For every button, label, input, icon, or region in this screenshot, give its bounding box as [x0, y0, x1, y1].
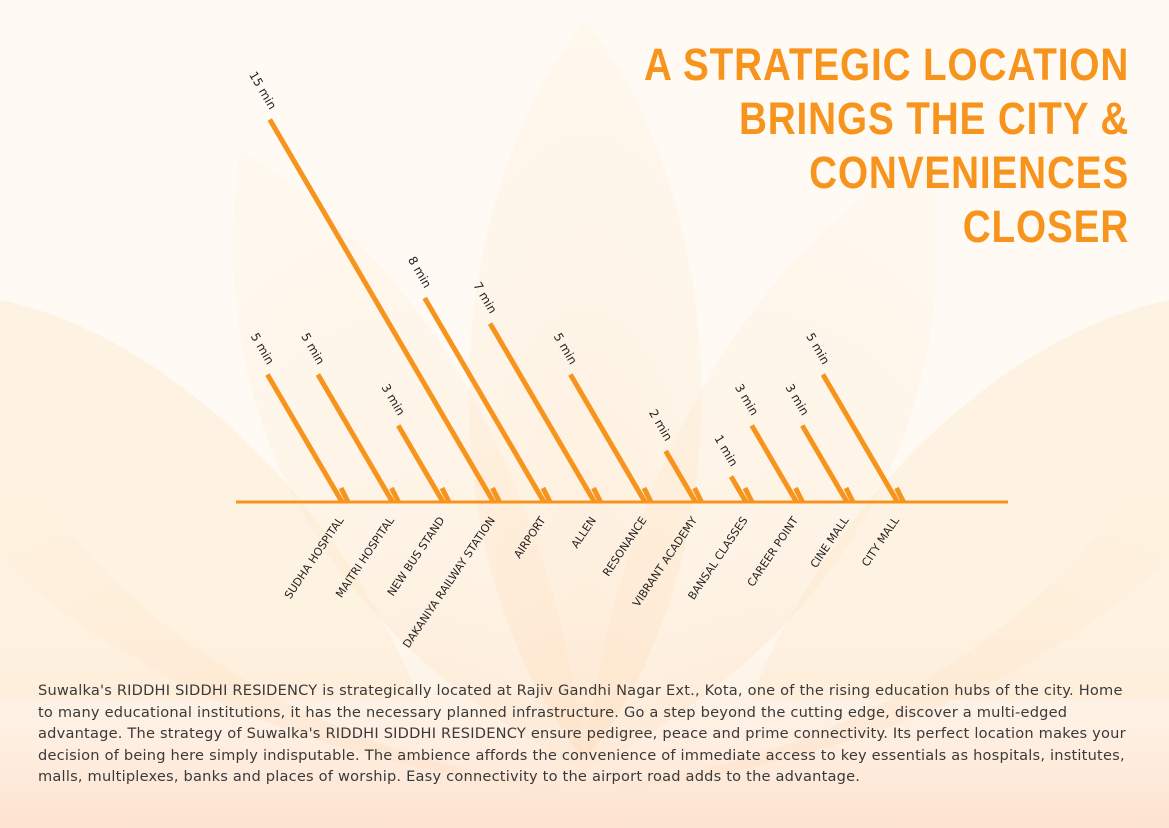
value-label: 5 min [551, 330, 580, 366]
category-label: CINE MALL [808, 514, 852, 571]
bar-foot [591, 486, 603, 504]
title-line: CLOSER [962, 201, 1129, 252]
bar-foot [338, 486, 351, 504]
bar-foot [490, 486, 502, 504]
bar-line [568, 373, 648, 504]
bar-line [396, 424, 446, 504]
category-label: RESONANCE [600, 514, 649, 578]
value-label: 8 min [405, 254, 434, 290]
location-description: Suwalka's RIDDHI SIDDHI RESIDENCY is str… [38, 682, 1126, 786]
bar-foot [742, 486, 755, 504]
value-label: 7 min [470, 279, 499, 315]
page-title: A STRATEGIC LOCATION BRINGS THE CITY & C… [644, 38, 1129, 254]
value-label: 5 min [803, 330, 832, 366]
value-label: 2 min [646, 407, 675, 443]
title-line: CONVENIENCES [809, 147, 1129, 198]
bar-foot [843, 486, 856, 504]
bar-line [749, 424, 799, 504]
category-label: AIRPORT [511, 514, 548, 561]
bar-line [267, 118, 496, 504]
value-label: 3 min [783, 381, 812, 417]
bar-line [487, 322, 597, 504]
value-label: 5 min [248, 330, 277, 366]
bar-line [800, 424, 850, 504]
category-label: CITY MALL [859, 514, 902, 569]
bar-line [728, 475, 749, 504]
value-label: 5 min [298, 330, 327, 366]
value-label: 1 min [711, 432, 740, 468]
bar-foot [540, 486, 553, 504]
category-label: CAREER POINT [745, 514, 801, 589]
bar-line [265, 373, 345, 504]
bar-foot [692, 486, 704, 504]
bar-line [663, 449, 698, 504]
bar-foot [389, 486, 401, 504]
bar-foot [793, 486, 805, 504]
value-label: 3 min [732, 381, 761, 417]
category-label: DAKANIYA RAILWAY STATION [400, 514, 498, 650]
bar-foot [894, 486, 906, 504]
bar-line [315, 373, 395, 504]
bar-foot [641, 486, 654, 504]
bar-foot [439, 486, 452, 504]
bar-line [820, 373, 900, 504]
title-line: BRINGS THE CITY & [738, 93, 1129, 144]
category-label: ALLEN [569, 514, 599, 550]
title-line: A STRATEGIC LOCATION [643, 39, 1129, 90]
bar-line [422, 296, 547, 504]
value-label: 3 min [379, 381, 408, 417]
value-label: 15 min [246, 69, 279, 112]
